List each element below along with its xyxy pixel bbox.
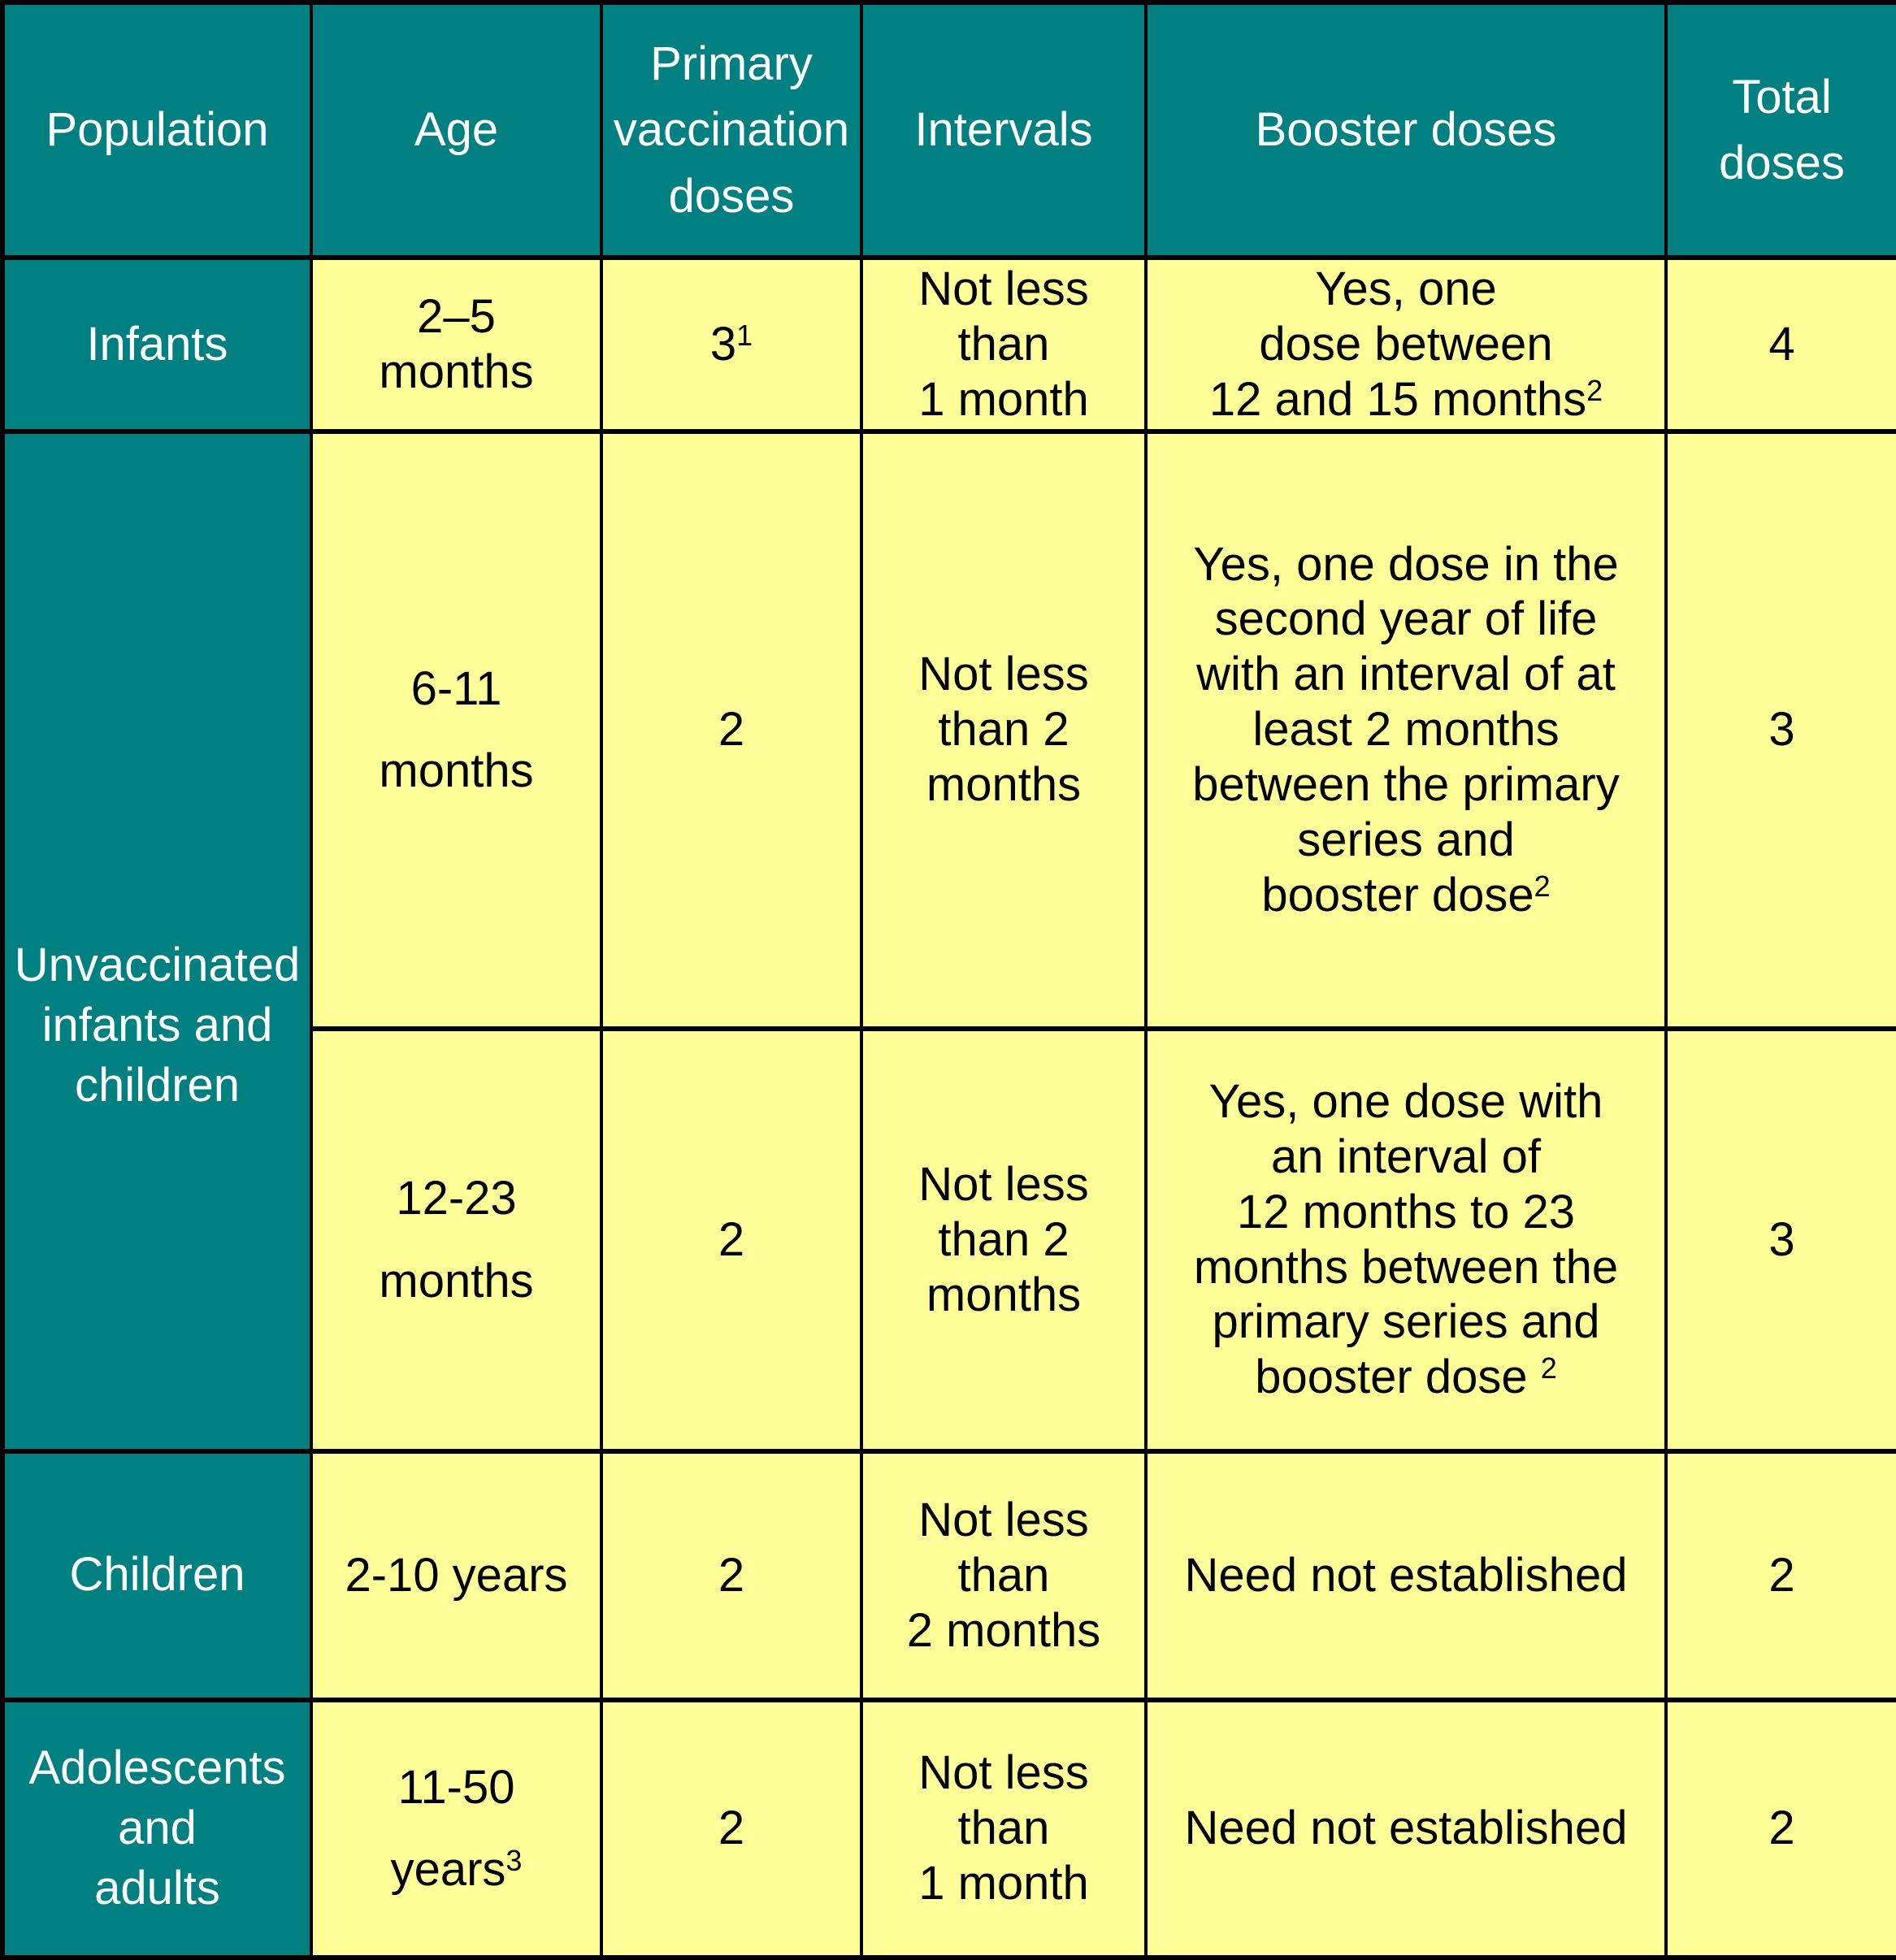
cell-children-total: 2 — [1664, 1448, 1896, 1702]
row-unvaccinated-12-23: 12-23 months 2 Not less than 2 months Ye… — [2, 1026, 1896, 1454]
primary-doses-text: 2 — [718, 1212, 745, 1266]
cell-12-23-primary-doses: 2 — [600, 1026, 863, 1454]
intervals-text: Not less than 2 months — [906, 1493, 1101, 1657]
cell-infants-intervals: Not less than 1 month — [860, 255, 1148, 434]
col-header-age: Age — [310, 0, 603, 260]
cell-children-primary-doses: 2 — [600, 1448, 863, 1702]
intervals-text: Not less than 1 month — [918, 1746, 1089, 1910]
age-text: 6-11 months — [379, 661, 534, 798]
cell-adolescents-booster: Need not established — [1144, 1697, 1668, 1960]
cell-6-11-total: 3 — [1664, 428, 1896, 1031]
cell-children-population: Children — [1, 1448, 313, 1702]
cell-adolescents-age: 11-50 years3 — [310, 1697, 603, 1960]
primary-doses-text: 2 — [718, 1802, 745, 1855]
age-text: 12-23 months — [379, 1172, 534, 1307]
cell-children-intervals: Not less than 2 months — [860, 1448, 1148, 1702]
cell-6-11-intervals: Not less than 2 months — [860, 428, 1148, 1031]
age-text: 2-10 years — [345, 1548, 568, 1602]
col-header-total-doses: Total doses — [1664, 0, 1896, 260]
booster-text: Need not established — [1184, 1548, 1628, 1602]
cell-children-age: 2-10 years — [310, 1448, 603, 1702]
cell-12-23-booster: Yes, one dose with an interval of 12 mon… — [1144, 1026, 1668, 1454]
cell-12-23-age: 12-23 months — [310, 1026, 603, 1454]
booster-text: Yes, one dose in the second year of life… — [1192, 537, 1620, 921]
cell-12-23-intervals: Not less than 2 months — [860, 1026, 1148, 1454]
cell-adolescents-intervals: Not less than 1 month — [860, 1697, 1148, 1960]
cell-infants-total: 4 — [1664, 255, 1896, 434]
primary-doses-text: 2 — [718, 1548, 745, 1602]
primary-doses-text: 3 — [709, 317, 737, 371]
intervals-text: Not less than 2 months — [918, 1157, 1089, 1321]
footnote-marker: 2 — [1586, 373, 1603, 407]
col-header-intervals: Intervals — [860, 0, 1148, 260]
cell-12-23-total: 3 — [1664, 1026, 1896, 1454]
cell-infants-primary-doses: 31 — [600, 255, 863, 434]
cell-infants-age: 2–5 months — [310, 255, 603, 434]
booster-text: Yes, one dose with an interval of 12 mon… — [1193, 1075, 1619, 1404]
booster-text: Need not established — [1184, 1802, 1628, 1855]
footnote-marker: 2 — [1534, 869, 1551, 903]
footnote-marker: 2 — [1540, 1351, 1557, 1385]
booster-text: Yes, one dose between 12 and 15 months — [1208, 262, 1587, 426]
cell-adolescents-primary-doses: 2 — [600, 1697, 863, 1960]
row-adolescents-adults: Adolescents and adults 11-50 years3 2 No… — [1, 1697, 1896, 1960]
cell-infants-population: Infants — [1, 255, 313, 434]
row-children: Children 2-10 years 2 Not less than 2 mo… — [1, 1448, 1896, 1702]
row-infants: Infants 2–5 months 31 Not less than 1 mo… — [1, 255, 1896, 434]
footnote-marker: 1 — [736, 318, 753, 352]
cell-children-booster: Need not established — [1144, 1448, 1668, 1702]
age-text: 2–5 months — [379, 289, 534, 398]
primary-doses-text: 2 — [718, 703, 745, 757]
cell-6-11-age: 6-11 months — [310, 428, 603, 1031]
col-header-primary-doses: Primary vaccination doses — [600, 0, 863, 260]
intervals-text: Not less than 2 months — [918, 648, 1089, 811]
cell-adolescents-total: 2 — [1664, 1697, 1896, 1960]
age-text: 11-50 years — [390, 1760, 515, 1897]
footnote-marker: 3 — [505, 1844, 523, 1878]
cell-adolescents-population: Adolescents and adults — [1, 1697, 313, 1960]
cell-6-11-primary-doses: 2 — [600, 428, 863, 1031]
col-header-population: Population — [1, 0, 313, 260]
cell-unvaccinated-population: Unvaccinated infants and children — [1, 428, 313, 1454]
col-header-booster-doses: Booster doses — [1144, 0, 1668, 260]
cell-infants-booster: Yes, one dose between 12 and 15 months2 — [1144, 255, 1668, 434]
intervals-text: Not less than 1 month — [918, 262, 1089, 426]
row-unvaccinated-6-11: Unvaccinated infants and children 6-11 m… — [1, 428, 1896, 1454]
cell-6-11-booster: Yes, one dose in the second year of life… — [1144, 428, 1668, 1031]
header-row: Population Age Primary vaccination doses… — [1, 0, 1896, 260]
